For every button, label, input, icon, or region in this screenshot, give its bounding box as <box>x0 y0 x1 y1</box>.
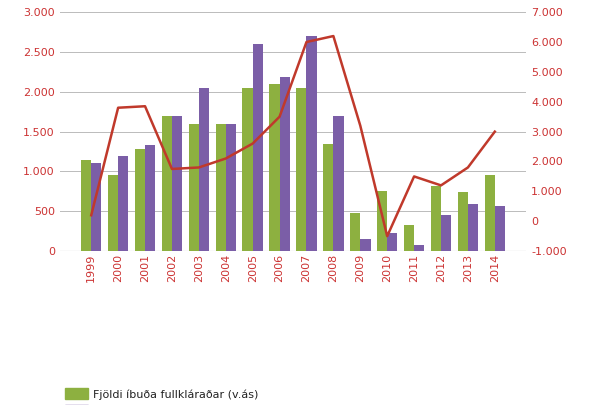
Fólksfjölgun (h.ás) <box>437 183 444 188</box>
Fólksfjölgun (h.ás) <box>383 234 390 239</box>
Bar <box>457 192 468 251</box>
Fólksfjölgun (h.ás) <box>276 114 283 119</box>
Fólksfjölgun (h.ás) <box>491 129 498 134</box>
Bar <box>81 160 91 251</box>
Bar <box>226 124 236 251</box>
Bar <box>377 192 387 251</box>
Bar <box>199 88 209 251</box>
Fólksfjölgun (h.ás) <box>329 34 337 38</box>
Fólksfjölgun (h.ás) <box>356 123 364 128</box>
Bar <box>350 213 360 251</box>
Bar <box>296 88 306 251</box>
Bar <box>242 88 253 251</box>
Fólksfjölgun (h.ás) <box>142 104 149 109</box>
Fólksfjölgun (h.ás) <box>196 165 203 170</box>
Bar <box>135 149 145 251</box>
Bar <box>172 116 182 251</box>
Line: Fólksfjölgun (h.ás): Fólksfjölgun (h.ás) <box>91 36 495 236</box>
Bar <box>414 245 425 251</box>
Legend: Fjöldi íbuða fullkláraðar (v.ás), Fjöldi íbuða sem byrjað er að byggja (v.ás), F: Fjöldi íbuða fullkláraðar (v.ás), Fjöldi… <box>65 388 330 405</box>
Bar <box>323 144 333 251</box>
Bar <box>360 239 371 251</box>
Bar <box>91 164 102 251</box>
Bar <box>431 186 441 251</box>
Bar <box>161 116 172 251</box>
Fólksfjölgun (h.ás) <box>222 156 230 161</box>
Fólksfjölgun (h.ás) <box>303 40 310 45</box>
Bar <box>269 84 280 251</box>
Fólksfjölgun (h.ás) <box>249 141 257 146</box>
Bar <box>253 44 263 251</box>
Fólksfjölgun (h.ás) <box>115 105 122 110</box>
Bar <box>441 215 451 251</box>
Bar <box>404 225 414 251</box>
Bar <box>306 36 317 251</box>
Bar <box>333 116 344 251</box>
Bar <box>468 204 478 251</box>
Fólksfjölgun (h.ás) <box>410 174 417 179</box>
Fólksfjölgun (h.ás) <box>88 213 95 218</box>
Fólksfjölgun (h.ás) <box>169 166 176 171</box>
Bar <box>387 233 398 251</box>
Bar <box>484 175 495 251</box>
Bar <box>108 175 118 251</box>
Bar <box>188 124 199 251</box>
Bar <box>215 124 226 251</box>
Bar <box>145 145 155 251</box>
Bar <box>280 77 290 251</box>
Fólksfjölgun (h.ás) <box>464 165 471 170</box>
Bar <box>118 156 129 251</box>
Bar <box>495 207 505 251</box>
